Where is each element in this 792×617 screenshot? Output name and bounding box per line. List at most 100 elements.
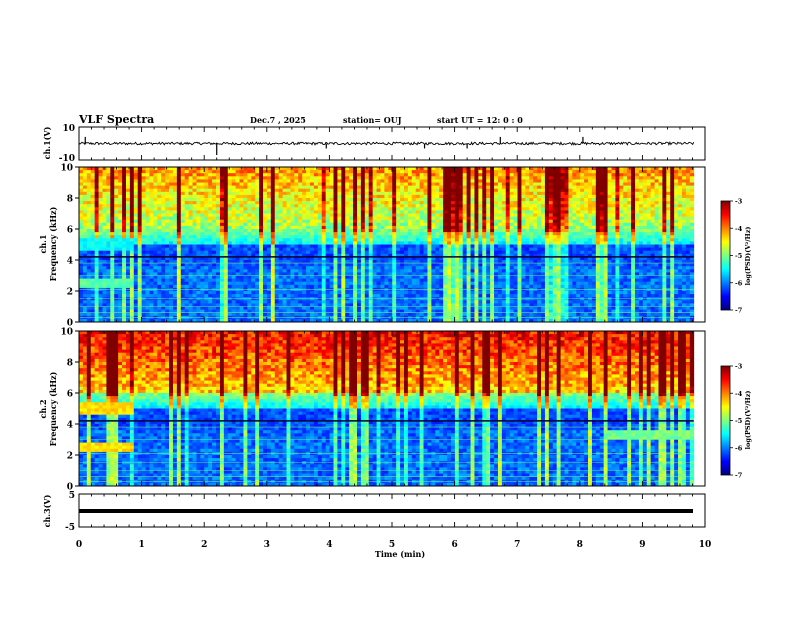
spectrogram-cell <box>377 186 381 190</box>
spectrogram-cell <box>236 313 240 317</box>
spectrogram-cell <box>455 279 459 283</box>
spectrogram-cell <box>271 226 275 230</box>
spectrogram-cell <box>200 238 204 242</box>
spectrogram-cell <box>216 229 220 233</box>
spectrogram-cell <box>263 235 267 239</box>
spectrogram-cell <box>302 241 306 245</box>
spectrogram-cell <box>91 300 95 304</box>
spectrogram-cell <box>122 173 126 177</box>
spectrogram-cell <box>384 176 388 180</box>
spectrogram-cell <box>134 207 138 211</box>
spectrogram-cell <box>236 170 240 174</box>
spectrogram-cell <box>353 276 357 280</box>
spectrogram-cell <box>102 226 106 230</box>
spectrogram-cell <box>200 269 204 273</box>
spectrogram-cell <box>236 198 240 202</box>
spectrogram-cell <box>99 170 103 174</box>
spectrogram-cell <box>439 192 443 196</box>
spectrogram-cell <box>404 251 408 255</box>
spectrogram-cell <box>236 251 240 255</box>
spectrogram-cell <box>153 251 157 255</box>
spectrogram-cell <box>110 245 114 249</box>
spectrogram-cell <box>173 167 177 171</box>
spectrogram-cell <box>424 291 428 295</box>
spectrogram-cell <box>118 285 122 289</box>
spectrogram-cell <box>189 170 193 174</box>
spectrogram-cell <box>189 294 193 298</box>
spectrogram-cell <box>467 235 471 239</box>
spectrogram-cell <box>79 245 83 249</box>
spectrogram-cell <box>204 186 208 190</box>
spectrogram-cell <box>365 235 369 239</box>
spectrogram-cell <box>189 300 193 304</box>
spectrogram-cell <box>193 170 197 174</box>
spectrogram-cell <box>271 307 275 311</box>
spectrogram-cell <box>463 251 467 255</box>
spectrogram-cell <box>267 167 271 171</box>
spectrogram-cell <box>185 266 189 270</box>
spectrogram-cell <box>161 173 165 177</box>
spectrogram-cell <box>369 307 373 311</box>
spectrogram-cell <box>110 235 114 239</box>
spectrogram-cell <box>341 220 345 224</box>
spectrogram-cell <box>169 307 173 311</box>
spectrogram-cell <box>126 173 130 177</box>
spectrogram-cell <box>212 226 216 230</box>
spectrogram-cell <box>177 241 181 245</box>
spectrogram-cell <box>228 263 232 267</box>
spectrogram-cell <box>283 238 287 242</box>
spectrogram-cell <box>220 285 224 289</box>
spectrogram-cell <box>173 241 177 245</box>
spectrogram-cell <box>463 245 467 249</box>
spectrogram-cell <box>279 170 283 174</box>
spectrogram-cell <box>271 192 275 196</box>
spectrogram-cell <box>138 241 142 245</box>
spectrogram-cell <box>200 263 204 267</box>
spectrogram-cell <box>287 313 291 317</box>
spectrogram-cell <box>142 276 146 280</box>
spectrogram-cell <box>443 173 447 177</box>
spectrogram-cell <box>102 201 106 205</box>
spectrogram-cell <box>95 217 99 221</box>
spectrogram-cell <box>102 245 106 249</box>
spectrogram-cell <box>243 266 247 270</box>
spectrogram-cell <box>459 263 463 267</box>
spectrogram-cell <box>306 214 310 218</box>
spectrogram-cell <box>431 232 435 236</box>
spectrogram-cell <box>306 176 310 180</box>
spectrogram-cell <box>196 282 200 286</box>
spectrogram-cell <box>110 229 114 233</box>
spectrogram-cell <box>302 210 306 214</box>
spectrogram-cell <box>255 279 259 283</box>
spectrogram-cell <box>388 223 392 227</box>
spectrogram-cell <box>157 266 161 270</box>
spectrogram-cell <box>138 229 142 233</box>
spectrogram-cell <box>455 276 459 280</box>
spectrogram-cell <box>400 266 404 270</box>
spectrogram-cell <box>463 189 467 193</box>
spectrogram-cell <box>435 294 439 298</box>
spectrogram-cell <box>369 229 373 233</box>
spectrogram-cell <box>365 179 369 183</box>
spectrogram-cell <box>341 241 345 245</box>
spectrogram-cell <box>196 251 200 255</box>
spectrogram-cell <box>435 229 439 233</box>
spectrogram-cell <box>259 214 263 218</box>
spectrogram-cell <box>416 235 420 239</box>
spectrogram-cell <box>275 238 279 242</box>
spectrogram-cell <box>161 313 165 317</box>
spectrogram-cell <box>314 269 318 273</box>
spectrogram-cell <box>314 204 318 208</box>
spectrogram-cell <box>118 223 122 227</box>
spectrogram-cell <box>459 285 463 289</box>
spectrogram-cell <box>283 173 287 177</box>
spectrogram-cell <box>275 217 279 221</box>
spectrogram-cell <box>216 223 220 227</box>
spectrogram-cell <box>443 189 447 193</box>
spectrogram-cell <box>122 241 126 245</box>
spectrogram-cell <box>384 251 388 255</box>
spectrogram-cell <box>353 167 357 171</box>
spectrogram-cell <box>255 313 259 317</box>
spectrogram-cell <box>298 167 302 171</box>
spectrogram-cell <box>91 269 95 273</box>
